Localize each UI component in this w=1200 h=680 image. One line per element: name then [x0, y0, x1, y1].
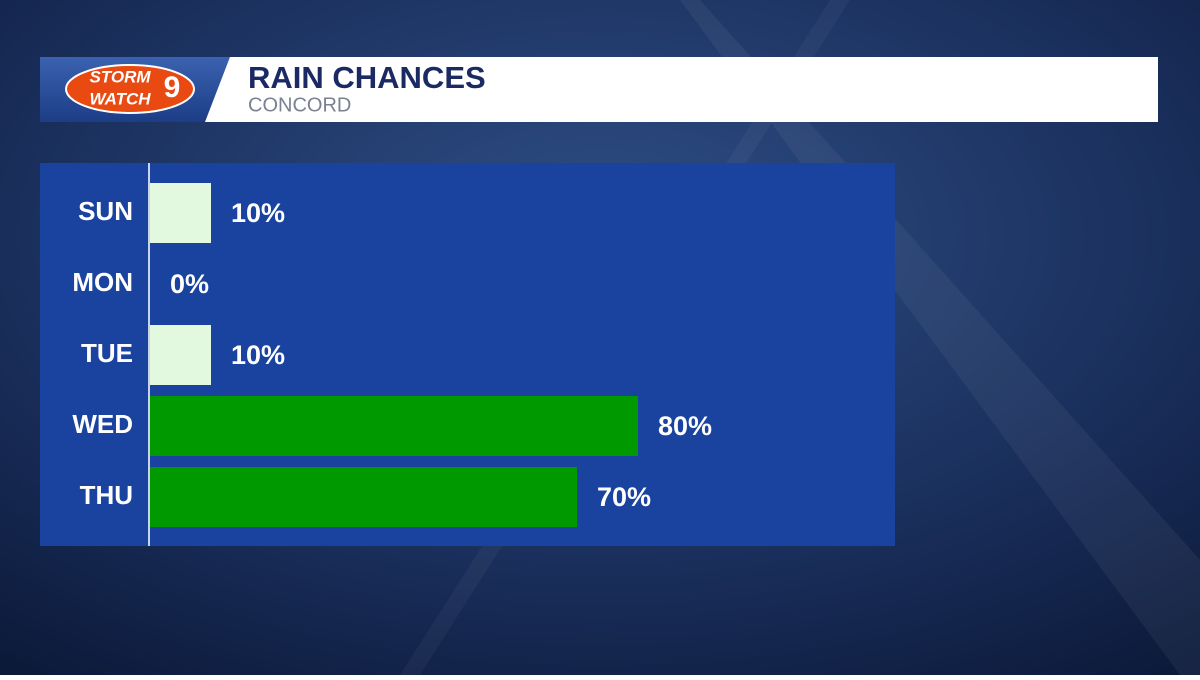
- bar: [150, 183, 211, 243]
- value-label: 80%: [658, 411, 712, 441]
- chart-title: RAIN CHANCES: [248, 60, 486, 95]
- header-bar: [205, 57, 1158, 122]
- logo-oval: [65, 64, 195, 114]
- value-label: 0%: [170, 269, 209, 299]
- logo-text: WATCH: [89, 89, 151, 108]
- category-label: SUN: [78, 196, 133, 226]
- value-label: 10%: [231, 340, 285, 370]
- bar: [150, 396, 638, 456]
- category-label: TUE: [81, 338, 133, 368]
- category-label: WED: [72, 409, 133, 439]
- value-label: 10%: [231, 198, 285, 228]
- category-label: THU: [80, 480, 133, 510]
- value-label: 70%: [597, 482, 651, 512]
- logo-number: 9: [164, 71, 181, 104]
- category-label: MON: [72, 267, 133, 297]
- bar: [150, 325, 211, 385]
- logo-text: STORM: [89, 67, 151, 86]
- chart-subtitle: CONCORD: [248, 94, 351, 116]
- bar: [150, 467, 577, 527]
